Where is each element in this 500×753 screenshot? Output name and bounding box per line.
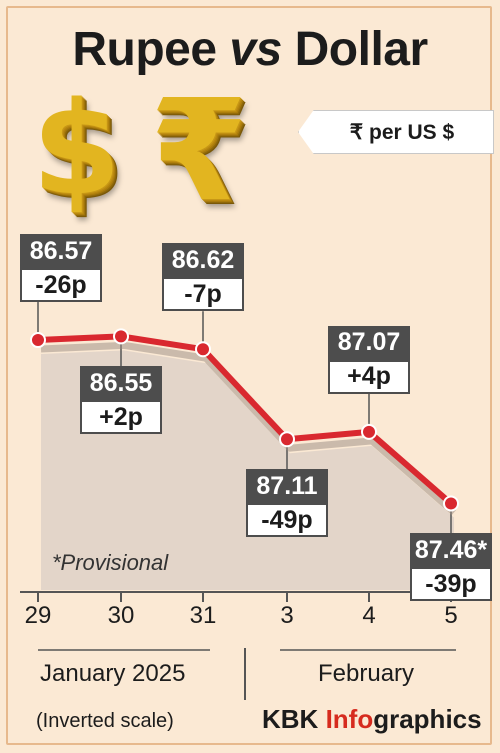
series-line-shadow — [40, 341, 457, 516]
x-ticks — [37, 592, 452, 602]
credit-label: KBK Infographics — [262, 704, 482, 735]
rupee-3d-icon: ₹ — [150, 70, 248, 233]
inverted-scale-note: (Inverted scale) — [36, 710, 174, 732]
data-label-change: +2p — [80, 400, 162, 435]
data-point — [113, 328, 129, 345]
data-point — [443, 495, 459, 512]
provisional-note: *Provisional — [52, 550, 169, 575]
x-tick-label: 4 — [362, 602, 376, 629]
infographic-frame — [6, 6, 492, 745]
data-label-value: 87.07 — [328, 325, 410, 360]
unit-label: ₹ per US $ — [298, 110, 494, 154]
month-label-february: February — [318, 660, 415, 687]
data-label-value: 86.55 — [80, 366, 162, 401]
data-label-change: -26p — [20, 268, 102, 303]
title-rupee: Rupee — [72, 23, 217, 76]
dollar-3d-icon: $ — [32, 75, 122, 224]
data-point — [30, 332, 46, 349]
data-label-change: -7p — [162, 277, 244, 312]
data-label-value: 86.57 — [20, 234, 102, 269]
data-label-value: 86.62 — [162, 243, 244, 278]
credit-info: Info — [325, 704, 374, 734]
data-label-change: -39p — [410, 567, 492, 602]
x-tick-label: 5 — [444, 602, 458, 629]
title-vs: vs — [229, 23, 282, 76]
data-label-change: -49p — [246, 503, 328, 538]
series-points — [30, 328, 459, 512]
data-label-value: 87.11 — [246, 469, 328, 504]
x-tick-label: 31 — [189, 602, 217, 629]
month-label-january: January 2025 — [40, 660, 186, 687]
credit-kbk: KBK — [262, 704, 326, 734]
x-tick-label: 3 — [280, 602, 294, 629]
series-line — [37, 333, 453, 506]
data-point — [279, 431, 295, 448]
credit-graphics: graphics — [373, 704, 482, 734]
data-point — [361, 423, 377, 440]
x-tick-label: 30 — [107, 602, 135, 629]
data-label-change: +4p — [328, 359, 410, 394]
title-dollar: Dollar — [294, 23, 429, 76]
x-tick-label: 29 — [24, 602, 52, 629]
data-label-value: 87.46* — [410, 533, 492, 568]
page-title: Rupee vs Dollar — [0, 22, 500, 77]
data-point — [195, 341, 211, 358]
